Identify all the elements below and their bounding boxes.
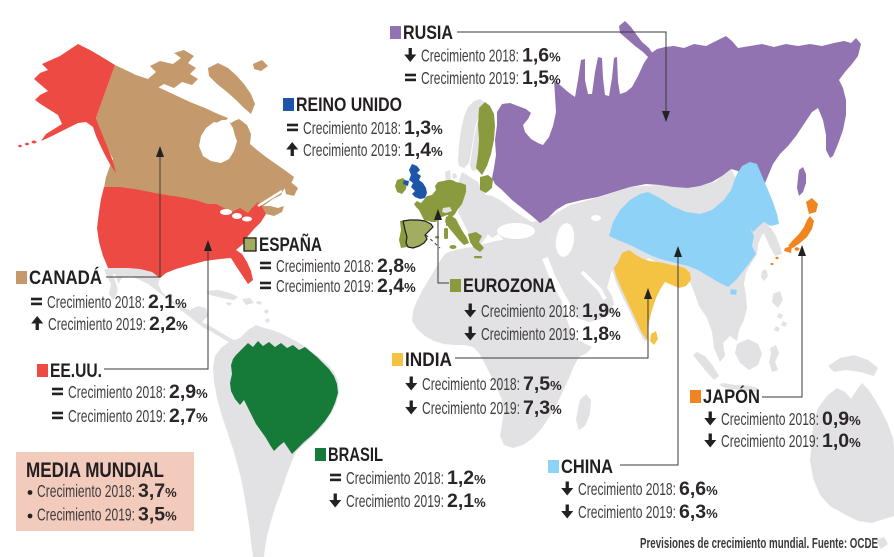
svg-text:1,5%: 1,5% bbox=[522, 67, 561, 89]
svg-text:REINO UNIDO: REINO UNIDO bbox=[296, 94, 402, 116]
svg-text:Crecimiento 2019:: Crecimiento 2019: bbox=[578, 502, 676, 522]
svg-text:Crecimiento 2018:: Crecimiento 2018: bbox=[422, 374, 520, 394]
svg-text:1,0%: 1,0% bbox=[822, 430, 861, 452]
svg-text:2,7%: 2,7% bbox=[169, 405, 208, 427]
svg-text:CANADÁ: CANADÁ bbox=[29, 266, 102, 289]
svg-text:Crecimiento 2018:: Crecimiento 2018: bbox=[421, 46, 519, 66]
svg-text:Crecimiento 2018:: Crecimiento 2018: bbox=[303, 118, 401, 138]
svg-text:1,8%: 1,8% bbox=[582, 323, 621, 345]
svg-text:2,2%: 2,2% bbox=[149, 313, 188, 335]
svg-text:Crecimiento 2019:: Crecimiento 2019: bbox=[421, 68, 519, 88]
svg-text:BRASIL: BRASIL bbox=[328, 444, 383, 466]
svg-text:Crecimiento 2019:: Crecimiento 2019: bbox=[721, 431, 819, 451]
svg-text:6,3%: 6,3% bbox=[679, 501, 718, 523]
svg-text:Crecimiento 2019:: Crecimiento 2019: bbox=[346, 491, 444, 511]
svg-text:Crecimiento 2019:: Crecimiento 2019: bbox=[68, 406, 166, 426]
svg-text:RUSIA: RUSIA bbox=[403, 22, 453, 44]
svg-text:Crecimiento 2018:: Crecimiento 2018: bbox=[578, 479, 676, 499]
svg-text:3,5%: 3,5% bbox=[138, 504, 177, 526]
svg-text:JAPÓN: JAPÓN bbox=[703, 384, 760, 408]
svg-text:Crecimiento 2018:: Crecimiento 2018: bbox=[37, 481, 135, 501]
svg-text:Previsiones de crecimiento mun: Previsiones de crecimiento mundial. Fuen… bbox=[640, 536, 878, 552]
svg-text:2,9%: 2,9% bbox=[169, 381, 208, 403]
svg-text:INDIA: INDIA bbox=[405, 349, 452, 371]
svg-text:Crecimiento 2018:: Crecimiento 2018: bbox=[47, 292, 145, 312]
svg-text:Crecimiento 2018:: Crecimiento 2018: bbox=[68, 382, 166, 402]
svg-text:Crecimiento 2019:: Crecimiento 2019: bbox=[422, 398, 520, 418]
svg-text:EUROZONA: EUROZONA bbox=[463, 275, 556, 297]
svg-text:Crecimiento 2018:: Crecimiento 2018: bbox=[721, 409, 819, 429]
svg-text:ESPAÑA: ESPAÑA bbox=[259, 233, 322, 256]
svg-text:Crecimiento 2019:: Crecimiento 2019: bbox=[481, 324, 579, 344]
svg-text:1,4%: 1,4% bbox=[404, 139, 443, 161]
svg-text:EE.UU.: EE.UU. bbox=[50, 360, 102, 382]
svg-text:Crecimiento 2018:: Crecimiento 2018: bbox=[276, 256, 374, 276]
svg-text:Crecimiento 2018:: Crecimiento 2018: bbox=[346, 468, 444, 488]
svg-text:2,1%: 2,1% bbox=[447, 490, 486, 512]
svg-text:CHINA: CHINA bbox=[561, 456, 613, 478]
svg-text:Crecimiento 2018:: Crecimiento 2018: bbox=[481, 301, 579, 321]
svg-text:Crecimiento 2019:: Crecimiento 2019: bbox=[276, 276, 374, 296]
svg-text:MEDIA MUNDIAL: MEDIA MUNDIAL bbox=[26, 459, 164, 482]
svg-text:3,7%: 3,7% bbox=[138, 480, 177, 502]
svg-text:0,9%: 0,9% bbox=[822, 408, 861, 430]
svg-text:1,6%: 1,6% bbox=[522, 45, 561, 67]
svg-text:1,2%: 1,2% bbox=[447, 467, 486, 489]
svg-text:2,4%: 2,4% bbox=[377, 275, 416, 297]
svg-text:1,3%: 1,3% bbox=[404, 117, 443, 139]
svg-text:1,9%: 1,9% bbox=[582, 300, 621, 322]
svg-text:2,8%: 2,8% bbox=[377, 255, 416, 277]
svg-text:2,1%: 2,1% bbox=[148, 291, 187, 313]
svg-text:Crecimiento 2019:: Crecimiento 2019: bbox=[37, 505, 135, 525]
svg-text:7,5%: 7,5% bbox=[523, 373, 562, 395]
svg-text:7,3%: 7,3% bbox=[523, 397, 562, 419]
svg-text:Crecimiento 2019:: Crecimiento 2019: bbox=[303, 140, 401, 160]
svg-text:6,6%: 6,6% bbox=[679, 478, 718, 500]
svg-text:Crecimiento 2019:: Crecimiento 2019: bbox=[48, 314, 146, 334]
